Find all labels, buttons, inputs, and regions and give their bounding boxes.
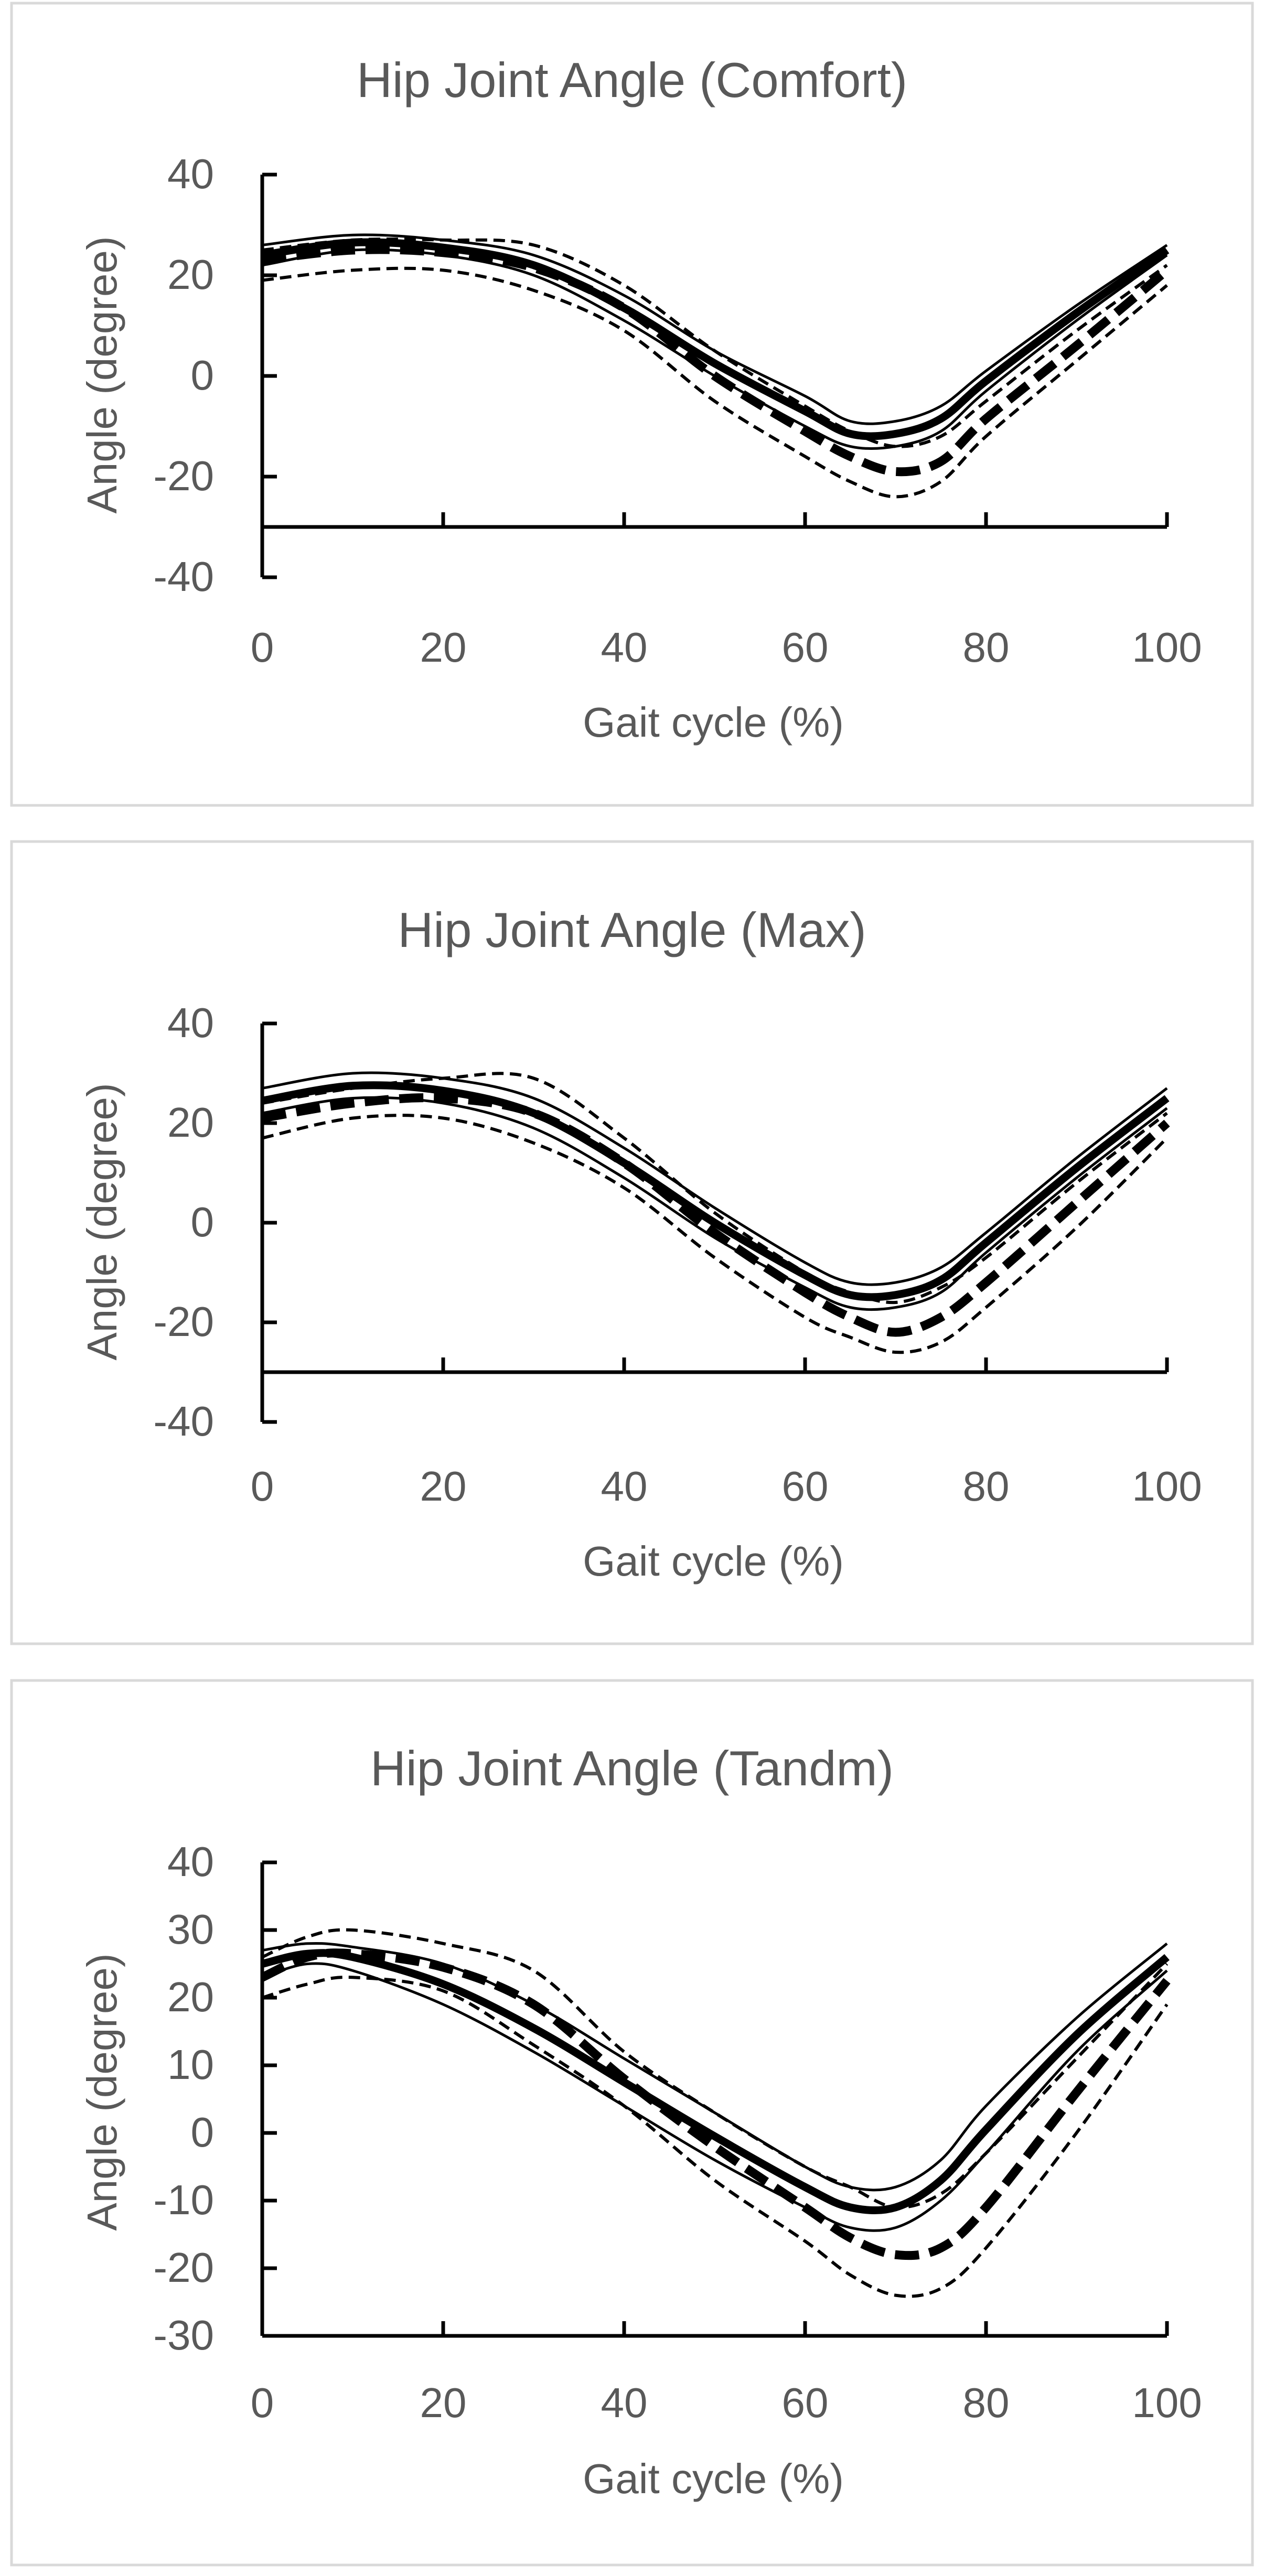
chart-title: Hip Joint Angle (Comfort) — [357, 52, 907, 107]
series-line-dashed-upper — [262, 1072, 1168, 1305]
y-tick-label: 0 — [191, 2109, 215, 2155]
panel-border — [10, 1679, 1254, 2567]
y-tick-label: 20 — [167, 1099, 214, 1146]
x-tick-label: 60 — [782, 2379, 829, 2426]
y-tick-label: 10 — [167, 2041, 214, 2088]
chart-title: Hip Joint Angle (Max) — [398, 902, 866, 957]
y-tick-labels: -40 -20 0 20 40 — [153, 150, 214, 600]
series-group — [260, 1928, 1171, 2298]
x-tick-label: 0 — [251, 2379, 274, 2426]
series-line-solid-mean — [261, 1949, 1170, 2215]
y-tick-label: 0 — [191, 1199, 215, 1245]
axes — [260, 1860, 1169, 2338]
x-tick-label: 40 — [601, 624, 648, 671]
x-tick-label: 100 — [1132, 624, 1202, 671]
series-group — [261, 233, 1170, 499]
panel-border — [10, 840, 1254, 1645]
x-axis-title: Gait cycle (%) — [583, 1538, 844, 1585]
x-tick-label: 40 — [601, 1463, 648, 1510]
x-tick-label: 20 — [420, 2379, 467, 2426]
series-line-dashed-mean — [260, 1948, 1171, 2260]
x-tick-label: 40 — [601, 2379, 648, 2426]
y-tick-label: 30 — [167, 1906, 214, 1953]
y-tick-label: 40 — [167, 999, 214, 1046]
y-axis-title: Angle (degree) — [79, 236, 125, 513]
series-line-dashed-upper — [262, 237, 1168, 448]
x-tick-label: 60 — [782, 624, 829, 671]
x-tick-label: 100 — [1132, 2379, 1202, 2426]
series-line-dashed-lower — [262, 1975, 1169, 2298]
series-line-solid-lower — [262, 1962, 1168, 2232]
y-axis-title: Angle (degree) — [79, 1953, 125, 2230]
panel-border — [10, 2, 1254, 807]
x-tick-label: 80 — [963, 1463, 1010, 1510]
series-line-solid-mean — [261, 1081, 1170, 1301]
series-line-solid-upper — [262, 233, 1168, 425]
x-axis-title: Gait cycle (%) — [583, 2455, 844, 2502]
y-tick-label: -10 — [153, 2176, 214, 2223]
x-tick-labels: 0 20 40 60 80 100 — [251, 624, 1202, 671]
axes — [260, 1021, 1169, 1424]
x-tick-labels: 0 20 40 60 80 100 — [251, 1463, 1202, 1510]
y-axis-title: Angle (degree) — [79, 1083, 125, 1360]
y-tick-label: -20 — [153, 2244, 214, 2291]
y-tick-label: -40 — [153, 1398, 214, 1445]
y-tick-labels: -30 -20 -10 0 10 20 30 40 — [153, 1838, 214, 2358]
series-line-solid-lower — [262, 1096, 1168, 1311]
series-line-solid-mean — [261, 238, 1170, 440]
y-tick-label: 0 — [191, 352, 215, 398]
x-tick-labels: 0 20 40 60 80 100 — [251, 2379, 1202, 2426]
y-tick-label: 40 — [167, 1838, 214, 1885]
x-tick-label: 100 — [1132, 1463, 1202, 1510]
x-tick-label: 0 — [251, 624, 274, 671]
y-tick-label: 20 — [167, 251, 214, 298]
series-group — [261, 1071, 1170, 1354]
chart-panel-comfort: Hip Joint Angle (Comfort) Angle (degree)… — [10, 2, 1254, 807]
series-line-dashed-upper — [261, 1928, 1169, 2209]
y-tick-labels: -40 -20 0 20 40 — [153, 999, 214, 1445]
y-tick-label: 40 — [167, 150, 214, 197]
y-tick-label: -20 — [153, 452, 214, 499]
y-tick-label: 20 — [167, 1974, 214, 2020]
x-tick-label: 20 — [420, 1463, 467, 1510]
series-line-dashed-mean — [261, 1093, 1170, 1337]
y-tick-label: -30 — [153, 2312, 214, 2358]
x-axis-title: Gait cycle (%) — [583, 699, 844, 746]
series-line-dashed-lower — [262, 1114, 1169, 1354]
series-line-dashed-mean — [262, 245, 1170, 477]
chart-panel-tandm: Hip Joint Angle (Tandm) Angle (degree) G… — [10, 1679, 1254, 2567]
series-line-dashed-lower — [262, 266, 1168, 499]
x-tick-label: 60 — [782, 1463, 829, 1510]
axes — [260, 173, 1169, 579]
y-tick-label: -40 — [153, 553, 214, 600]
x-tick-label: 0 — [251, 1463, 274, 1510]
x-tick-label: 80 — [963, 2379, 1010, 2426]
y-tick-label: -20 — [153, 1298, 214, 1345]
chart-title: Hip Joint Angle (Tandm) — [370, 1741, 894, 1796]
chart-panel-max: Hip Joint Angle (Max) Angle (degree) Gai… — [10, 840, 1254, 1645]
x-tick-label: 80 — [963, 624, 1010, 671]
x-tick-label: 20 — [420, 624, 467, 671]
